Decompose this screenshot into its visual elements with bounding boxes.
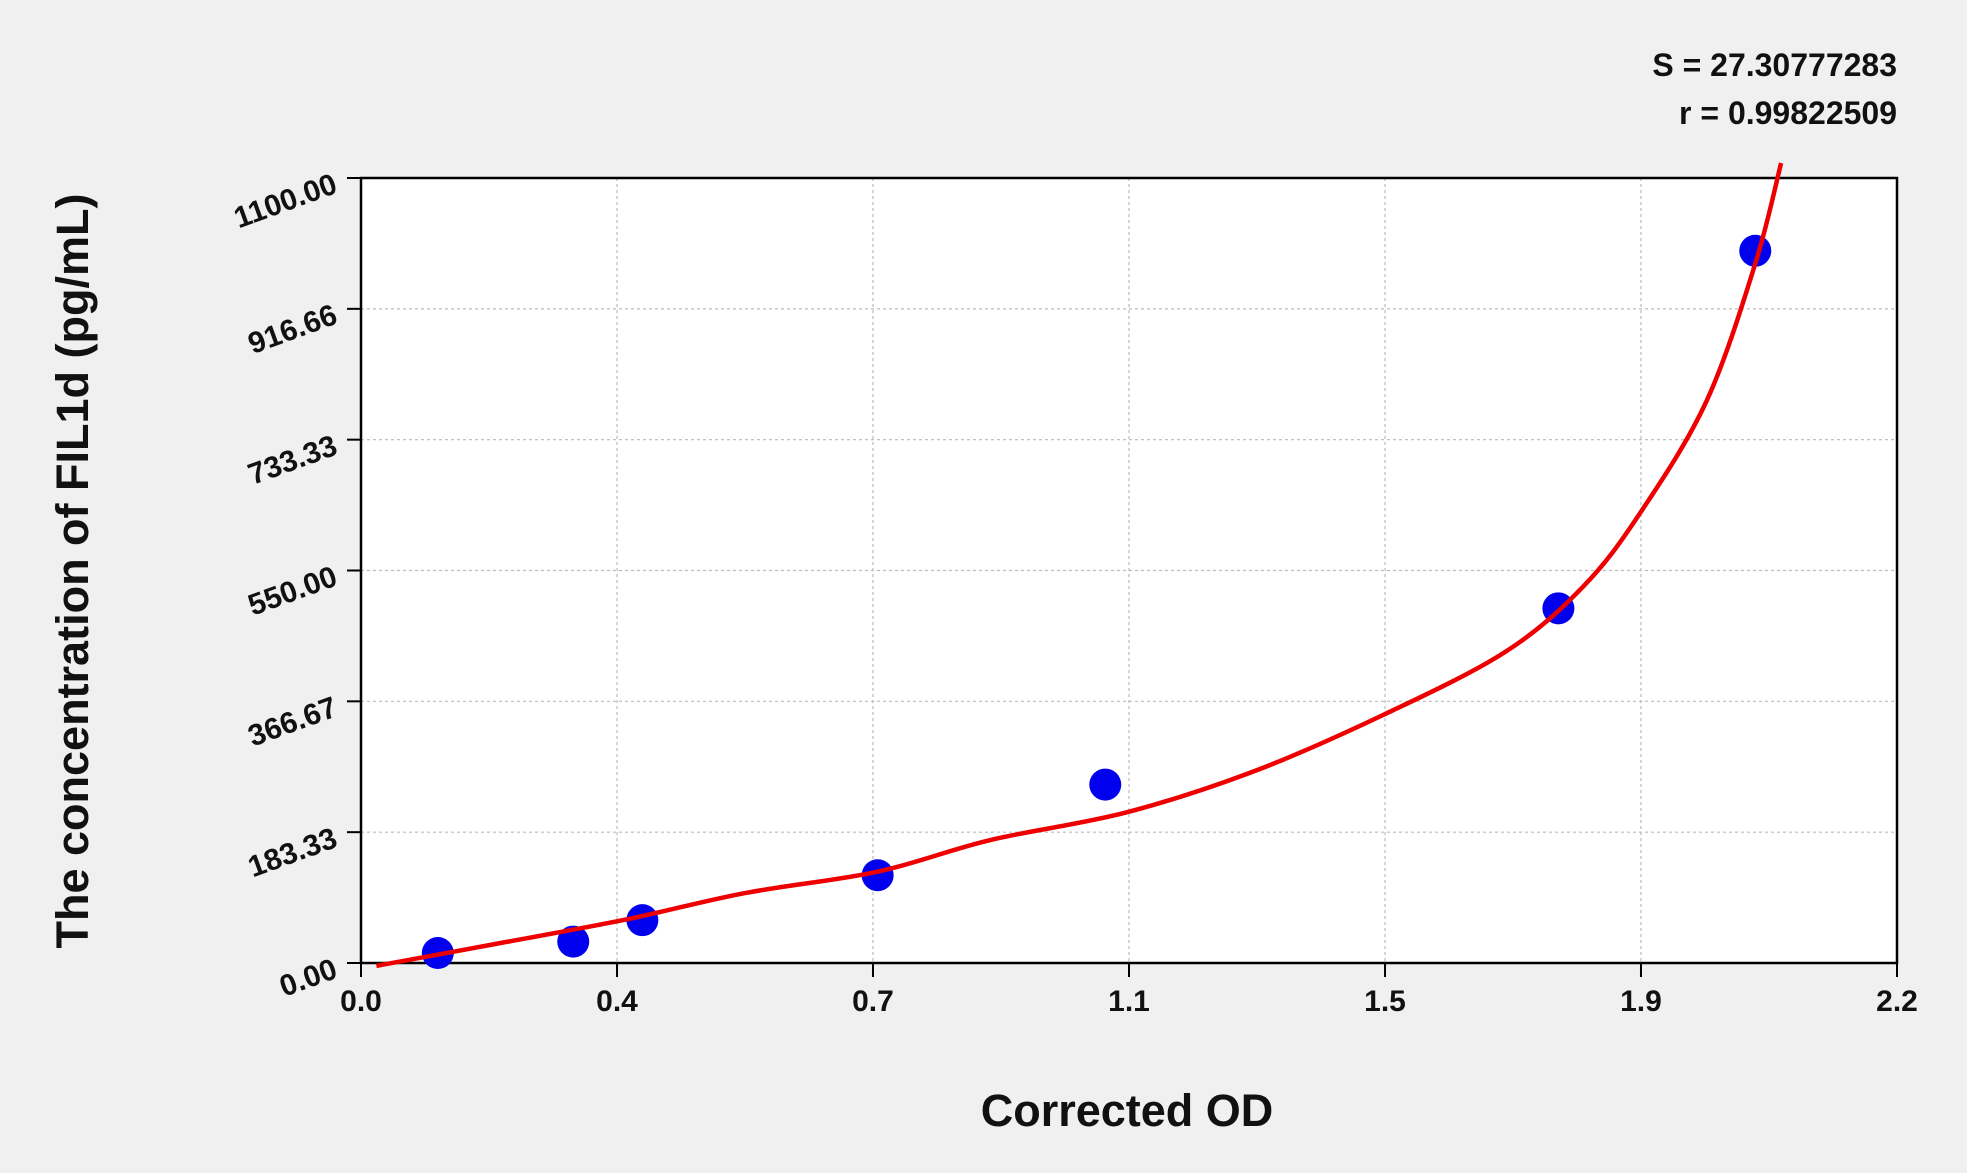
x-tick-label: 2.2 (1876, 985, 1918, 1018)
x-axis-title: Corrected OD (981, 1085, 1274, 1136)
annotation: r = 0.99822509 (1679, 95, 1897, 131)
x-tick-label: 0.4 (596, 985, 638, 1018)
data-point (1089, 768, 1122, 801)
x-tick-label: 1.1 (1108, 985, 1150, 1018)
x-tick-label: 0.7 (852, 985, 894, 1018)
x-tick-label: 1.9 (1620, 985, 1662, 1018)
x-tick-label: 1.5 (1364, 985, 1406, 1018)
data-point (557, 925, 590, 958)
data-point (861, 859, 894, 892)
fit-curve (375, 162, 1784, 969)
plot-frame (359, 176, 1899, 965)
annotation: S = 27.30777283 (1652, 47, 1897, 83)
y-axis-title: The concentration of FIL1d (pg/mL) (47, 194, 98, 949)
x-tick-label: 0.0 (340, 985, 382, 1018)
